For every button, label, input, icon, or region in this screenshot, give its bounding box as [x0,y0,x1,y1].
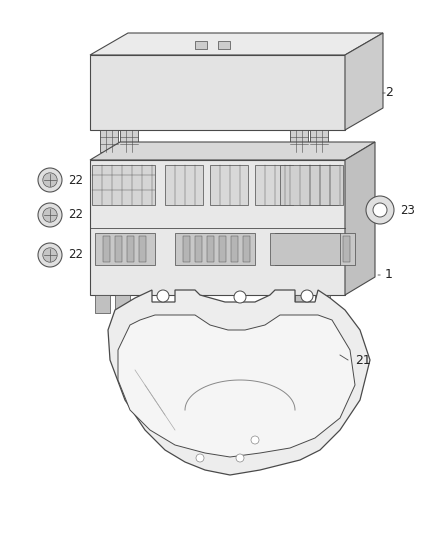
Circle shape [38,203,62,227]
Polygon shape [183,236,190,262]
Polygon shape [295,295,310,313]
Polygon shape [108,290,370,475]
Polygon shape [175,233,255,265]
Polygon shape [243,236,250,262]
Polygon shape [92,165,155,205]
Polygon shape [115,295,130,313]
Polygon shape [331,236,338,262]
Text: 1: 1 [385,269,393,281]
Polygon shape [270,233,340,265]
Polygon shape [345,142,375,295]
Polygon shape [319,236,326,262]
Text: 22: 22 [68,174,83,187]
Text: 22: 22 [68,248,83,262]
Circle shape [236,454,244,462]
Polygon shape [90,160,345,295]
Polygon shape [195,41,207,49]
Polygon shape [207,236,214,262]
Polygon shape [307,236,314,262]
Polygon shape [295,236,302,262]
Polygon shape [139,236,146,262]
Text: 22: 22 [68,208,83,222]
Polygon shape [210,165,248,205]
Circle shape [43,173,57,187]
Text: 21: 21 [355,353,371,367]
Polygon shape [345,33,383,130]
Polygon shape [90,33,383,55]
Polygon shape [290,130,308,152]
Polygon shape [90,142,375,160]
Polygon shape [115,236,122,262]
Circle shape [38,243,62,267]
Circle shape [251,436,259,444]
Polygon shape [127,236,134,262]
Circle shape [301,290,313,302]
Polygon shape [343,236,350,262]
Polygon shape [231,236,238,262]
Polygon shape [95,295,110,313]
Polygon shape [219,236,226,262]
Circle shape [196,454,204,462]
Polygon shape [280,165,343,205]
Polygon shape [310,130,328,152]
Polygon shape [255,165,293,205]
Polygon shape [300,165,338,205]
Polygon shape [165,165,203,205]
Polygon shape [118,315,355,457]
Circle shape [43,208,57,222]
Polygon shape [283,236,290,262]
Circle shape [38,168,62,192]
Text: 23: 23 [400,204,415,216]
Polygon shape [275,233,355,265]
Circle shape [157,290,169,302]
Polygon shape [100,130,118,152]
Circle shape [43,248,57,262]
Circle shape [373,203,387,217]
Text: 2: 2 [385,86,393,100]
Polygon shape [103,236,110,262]
Circle shape [234,291,246,303]
Polygon shape [218,41,230,49]
Polygon shape [315,295,330,313]
Circle shape [366,196,394,224]
Polygon shape [120,130,138,152]
Polygon shape [195,236,202,262]
Polygon shape [95,233,155,265]
Polygon shape [90,55,345,130]
